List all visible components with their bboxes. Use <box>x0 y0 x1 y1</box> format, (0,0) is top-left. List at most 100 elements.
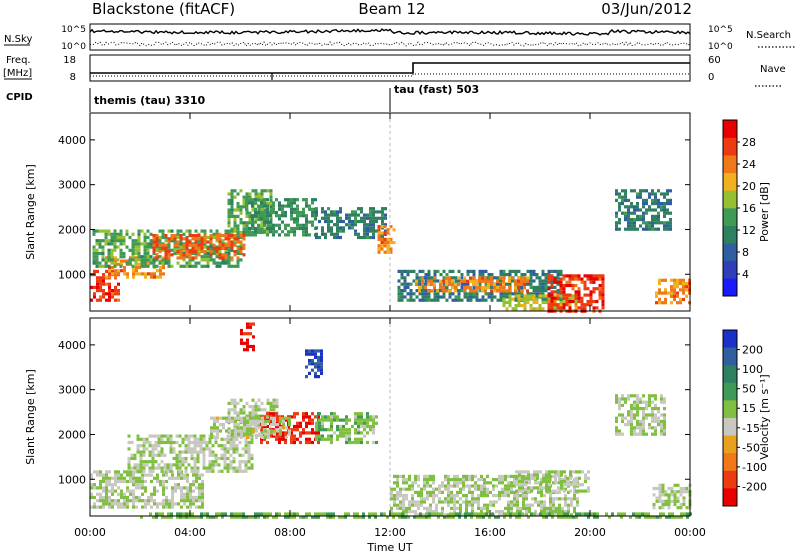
echo-cell <box>366 440 369 445</box>
echo-cell <box>414 490 417 494</box>
echo-cell <box>529 304 533 308</box>
echo-cell <box>642 413 645 417</box>
echo-cell <box>142 460 146 464</box>
echo-cell <box>447 500 450 504</box>
echo-cell <box>110 232 114 236</box>
echo-cell <box>532 285 536 289</box>
echo-cell <box>111 476 114 480</box>
echo-cell <box>221 243 225 247</box>
echo-cell <box>564 497 567 501</box>
echo-cell <box>463 292 467 296</box>
echo-cell <box>175 440 179 445</box>
echo-cell <box>142 437 146 441</box>
echo-cell <box>132 499 135 503</box>
echo-cell <box>348 216 351 220</box>
echo-cell <box>193 447 197 451</box>
echo-cell <box>229 466 233 470</box>
nave-label: Nave <box>760 64 786 75</box>
colorbar-segment <box>723 278 737 297</box>
echo-cell <box>569 470 572 474</box>
echo-cell <box>179 264 183 268</box>
echo-cell <box>381 219 384 224</box>
echo-cell <box>645 189 648 193</box>
ytick-label: 2000 <box>58 223 86 236</box>
echo-cell <box>529 282 533 286</box>
echo-cell <box>254 189 258 193</box>
echo-cell <box>521 483 524 487</box>
echo-cell <box>426 474 429 478</box>
echo-cell <box>642 189 645 193</box>
echo-cell <box>188 240 192 244</box>
echo-cell <box>357 235 360 240</box>
echo-cell <box>550 283 554 288</box>
echo-cell <box>219 423 222 427</box>
echo-cell <box>149 258 153 262</box>
echo-cell <box>92 258 96 262</box>
echo-cell <box>521 486 524 490</box>
echo-cell <box>257 398 261 402</box>
echo-cell <box>314 217 317 221</box>
echo-cell <box>244 466 248 470</box>
echo-cell <box>183 499 186 503</box>
echo-cell <box>229 463 233 467</box>
echo-cell <box>117 505 120 509</box>
echo-cell <box>496 276 500 280</box>
echo-cell <box>305 223 308 227</box>
echo-cell <box>95 239 99 243</box>
echo-cell <box>414 503 417 507</box>
echo-cell <box>158 235 162 240</box>
echo-cell <box>548 486 551 490</box>
echo-cell <box>541 289 545 293</box>
echo-cell <box>642 429 645 433</box>
echo-cell <box>143 255 147 259</box>
echo-cell <box>514 279 517 283</box>
echo-cell <box>237 423 240 427</box>
echo-cell <box>176 251 180 256</box>
echo-cell <box>317 515 320 519</box>
echo-cell <box>243 423 246 427</box>
echo-cell <box>101 229 105 233</box>
echo-cell <box>453 481 456 485</box>
echo-cell <box>505 292 509 296</box>
echo-cell <box>400 282 404 286</box>
echo-cell <box>163 463 167 467</box>
echo-cell <box>354 223 357 227</box>
echo-cell <box>201 486 204 490</box>
echo-cell <box>662 512 665 516</box>
echo-cell <box>129 476 132 480</box>
time-axis-label: Time UT <box>366 541 412 554</box>
freq-trace <box>90 62 690 74</box>
echo-cell <box>450 494 453 498</box>
echo-cell <box>201 483 204 487</box>
echo-cell <box>685 281 688 286</box>
echo-cell <box>544 289 548 293</box>
echo-cell <box>661 486 665 491</box>
echo-cell <box>327 434 330 438</box>
echo-cell <box>144 473 147 477</box>
echo-cell <box>248 198 252 202</box>
echo-cell <box>305 440 308 445</box>
echo-cell <box>226 469 230 473</box>
echo-cell <box>123 470 126 474</box>
echo-cell <box>523 304 527 308</box>
echo-cell <box>105 483 108 487</box>
echo-cell <box>237 429 240 433</box>
echo-cell <box>166 466 170 470</box>
echo-cell <box>354 437 357 441</box>
echo-cell <box>157 466 161 470</box>
echo-cell <box>469 279 472 283</box>
echo-cell <box>435 494 438 498</box>
echo-cell <box>526 289 529 293</box>
time-tick-label: 12:00 <box>374 526 406 539</box>
echo-cell <box>229 444 233 448</box>
echo-cell <box>199 434 203 438</box>
echo-cell <box>402 474 405 478</box>
echo-cell <box>198 473 201 477</box>
echo-cell <box>152 234 156 238</box>
echo-cell <box>520 289 523 293</box>
echo-cell <box>227 224 231 228</box>
echo-cell <box>445 279 448 283</box>
echo-cell <box>260 230 263 234</box>
echo-cell <box>248 414 252 418</box>
echo-cell <box>206 255 210 259</box>
